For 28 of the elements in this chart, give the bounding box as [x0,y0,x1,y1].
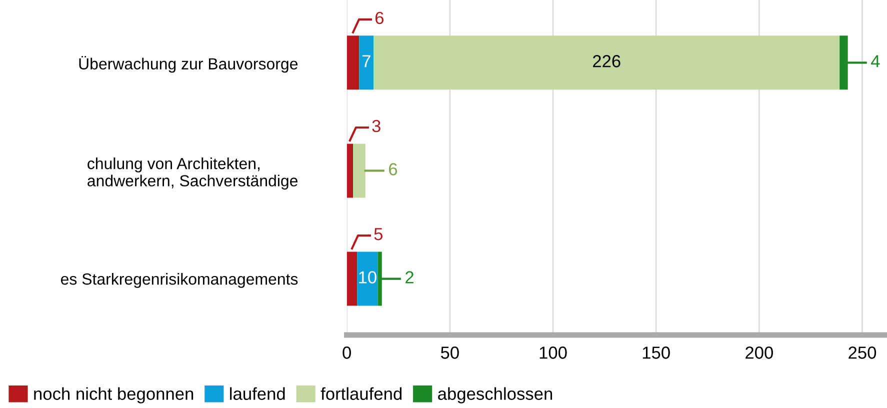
data-label: 2 [406,271,414,284]
y-tick-label: es Starkregenrisikomanagements [60,272,298,288]
y-tick-label: Überwachung zur Bauvorsorge [79,56,298,73]
data-label: 4 [871,55,880,68]
bar [357,252,378,306]
bar [346,252,358,306]
x-tick-label: 150 [642,346,670,359]
x-tick-label: 200 [746,346,773,359]
legend-label: noch nicht begonnen [34,387,194,404]
x-tick-label: 100 [540,346,567,359]
bar [353,144,366,198]
bar [359,36,374,90]
data-label: 6 [375,12,384,24]
x-tick-label: 0 [342,346,351,359]
data-label: 10 [359,271,376,284]
data-label: 3 [372,120,380,132]
legend-label: fortlaufend [320,387,402,400]
legend-label: abgeschlossen [438,387,552,404]
data-label: 6 [389,163,398,176]
bar [374,36,840,90]
legend-label: laufend [230,387,285,400]
y-tick-label: chulung von Architekten, andwerkern, Sachverständige [88,157,298,190]
bar [346,36,360,90]
x-tick-label: 250 [848,346,876,359]
x-tick-label: 50 [440,346,459,359]
data-label: 5 [374,228,382,240]
data-label: 226 [592,55,620,68]
data-label: 7 [362,55,370,68]
